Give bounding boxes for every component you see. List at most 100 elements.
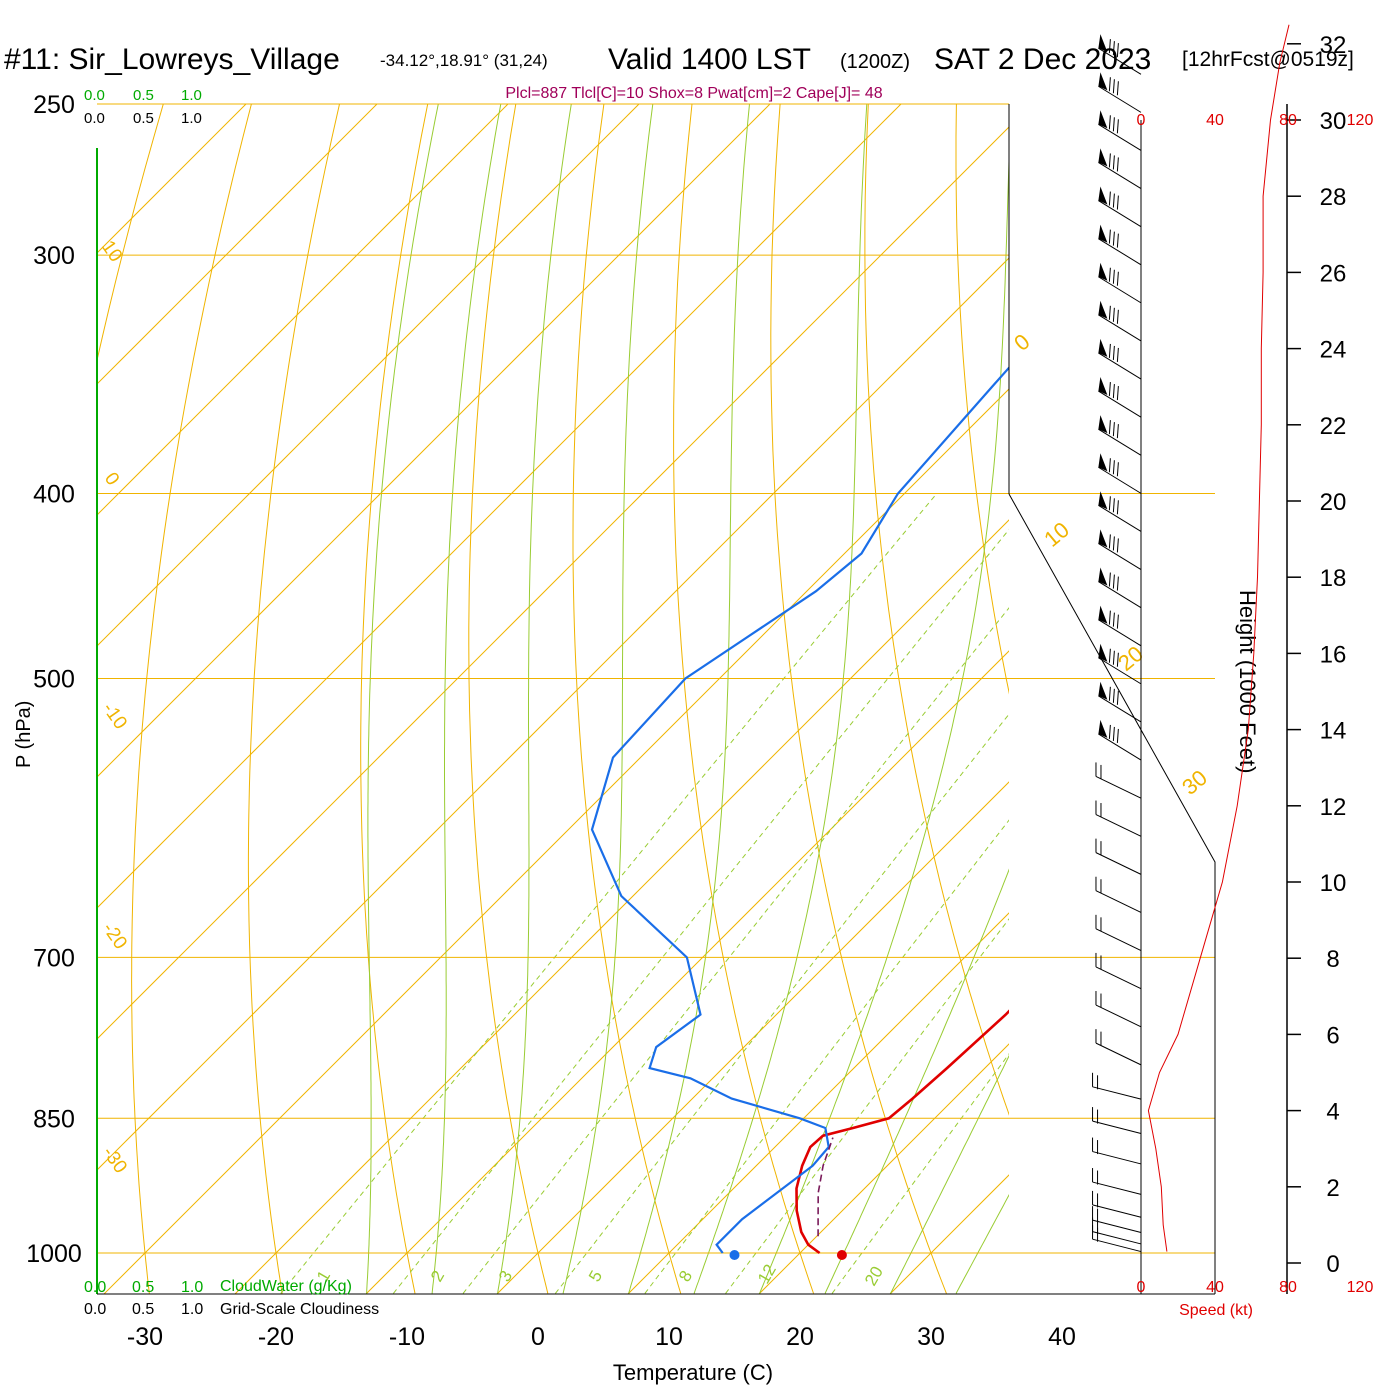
wind-barb-feather xyxy=(1108,77,1111,92)
dry-adiabat-label: 10 xyxy=(97,237,126,266)
wind-barb-feather xyxy=(1112,79,1115,94)
speed-tick-top: 40 xyxy=(1206,112,1224,129)
bottom-cloudwater-label: CloudWater (g/Kg) xyxy=(220,1278,352,1295)
bottom-cloudwater-tick: 0.5 xyxy=(132,1279,154,1296)
wind-barb-feather xyxy=(1116,386,1119,401)
top-cloudwater-tick: 1.0 xyxy=(181,87,202,104)
mixing-ratio-line xyxy=(462,607,1009,1294)
pressure-axis: 250 300 400 500 700 850 1000 xyxy=(26,91,82,1268)
height-tick-label: 10 xyxy=(1320,870,1347,897)
wind-barb-feather xyxy=(1116,614,1119,629)
temperature-axis: -30 -20 -10 0 10 20 30 40 xyxy=(127,1323,1076,1351)
wind-barb-feather xyxy=(1108,420,1111,435)
wind-barb-feather xyxy=(1112,460,1115,475)
pressure-tick-label: 850 xyxy=(33,1105,75,1133)
dry-adiabat-line xyxy=(1306,70,1400,1293)
temperature-tick-label: -20 xyxy=(258,1323,294,1351)
wind-barb-shaft xyxy=(1098,276,1142,304)
height-tick-label: 0 xyxy=(1326,1251,1339,1278)
dewpoint-profile xyxy=(590,366,1009,1254)
bottom-cloudiness-tick: 0.5 xyxy=(132,1301,154,1318)
valid-time: Valid 1400 LST xyxy=(608,43,811,76)
mixing-ratio-line xyxy=(280,493,938,1294)
wind-barb-feather xyxy=(1116,500,1119,515)
isobar-grid xyxy=(97,103,1215,1254)
wind-barb-shaft xyxy=(1098,162,1142,190)
height-tick-label: 28 xyxy=(1320,184,1347,211)
wind-barb-shaft xyxy=(1095,814,1142,837)
speed-axis-top: 0 40 80 120 xyxy=(1137,112,1374,129)
wind-barb-flag xyxy=(1098,300,1108,319)
dry-adiabat-line xyxy=(955,104,1009,695)
wind-barb-feather xyxy=(1112,688,1115,703)
speed-tick-top: 0 xyxy=(1137,112,1146,129)
wind-barb-feather xyxy=(1116,728,1119,743)
wind-barb-feather xyxy=(1116,576,1119,591)
wind-barb-feather xyxy=(1112,498,1115,513)
dry-adiabat-label: -20 xyxy=(98,919,131,954)
wind-barb-flag xyxy=(1098,681,1108,700)
wind-barb-feather xyxy=(1108,305,1111,320)
mixing-ratio-label: 20 xyxy=(861,1263,887,1289)
speed-axis-label: Speed (kt) xyxy=(1179,1302,1253,1319)
wind-barb-flag xyxy=(1098,605,1108,624)
moist-adiabat-line xyxy=(431,104,502,1294)
wind-barb-feather xyxy=(1116,195,1119,210)
mixing-ratio-label: 8 xyxy=(675,1267,696,1285)
wind-barb-shaft xyxy=(1098,47,1142,75)
wind-barb-shaft xyxy=(1095,1004,1142,1028)
temperature-tick-label: -30 xyxy=(127,1323,163,1351)
dry-adiabat-labels: 10 0 -10 -20 -30 0 10 20 30 xyxy=(97,237,1212,1178)
wind-barb-flag xyxy=(1098,719,1108,738)
bottom-cloudwater-tick: 1.0 xyxy=(181,1279,203,1296)
pressure-tick-label: 500 xyxy=(33,666,75,694)
height-tick-label: 8 xyxy=(1326,946,1339,973)
height-axis-label: Height (1000 Feet) xyxy=(1235,590,1260,773)
isotherm-line xyxy=(103,388,1009,1294)
mixing-ratio-label: 3 xyxy=(495,1267,516,1285)
wind-barb-shaft xyxy=(1098,657,1142,685)
wind-barb-shaft xyxy=(1098,85,1142,113)
mixing-ratio-labels: 1 2 3 5 8 12 20 xyxy=(313,1261,887,1289)
wind-barb-flag xyxy=(1098,262,1108,281)
moist-adiabat-line xyxy=(824,868,1009,1294)
mixing-ratio-label: 12 xyxy=(754,1261,780,1287)
wind-barb-shaft xyxy=(1095,890,1142,913)
wind-barb-feather xyxy=(1116,233,1119,248)
wind-barb-feather xyxy=(1112,536,1115,551)
dry-adiabats xyxy=(97,70,1400,1294)
mixing-ratio-line xyxy=(725,918,1009,1294)
forecast-tag: [12hrFcst@0519z] xyxy=(1182,48,1354,71)
height-tick-label: 32 xyxy=(1320,32,1347,59)
temperature-tick-label: -10 xyxy=(389,1323,425,1351)
wind-barb-feather xyxy=(1116,538,1119,553)
dry-adiabat-label: 10 xyxy=(1039,517,1074,552)
height-tick-label: 18 xyxy=(1320,565,1347,592)
height-tick-label: 30 xyxy=(1320,108,1347,135)
dry-adiabat-line xyxy=(1131,70,1400,1293)
isotherm-line xyxy=(97,257,1009,1171)
wind-barb-flag xyxy=(1098,224,1108,243)
isotherm-line xyxy=(97,104,640,647)
wind-barb-feather xyxy=(1112,612,1115,627)
wind-barb-feather xyxy=(1108,115,1111,130)
wind-barb-feather xyxy=(1116,157,1119,172)
mixing-ratio-line xyxy=(393,528,1009,1294)
wind-barb-feather xyxy=(1108,267,1111,282)
bottom-cloudwater-tick: 0.0 xyxy=(84,1279,106,1296)
dry-adiabat-line xyxy=(131,104,252,1294)
dry-adiabat-line xyxy=(360,104,429,1294)
moist-adiabat-line xyxy=(562,104,654,1294)
isotherm-line xyxy=(758,1043,1009,1294)
height-tick-label: 16 xyxy=(1320,641,1347,668)
dry-adiabat-line xyxy=(770,104,947,1294)
wind-barb-shaft xyxy=(1092,1204,1142,1218)
wind-barb-feather xyxy=(1116,652,1119,667)
wind-barb-shaft xyxy=(1098,466,1142,494)
wind-barb-feather xyxy=(1116,690,1119,705)
speed-tick-top: 80 xyxy=(1279,112,1297,129)
dry-adiabat-line xyxy=(572,104,682,1294)
wind-barb-feather xyxy=(1108,191,1111,206)
dry-adiabat-label: 0 xyxy=(1009,329,1034,356)
